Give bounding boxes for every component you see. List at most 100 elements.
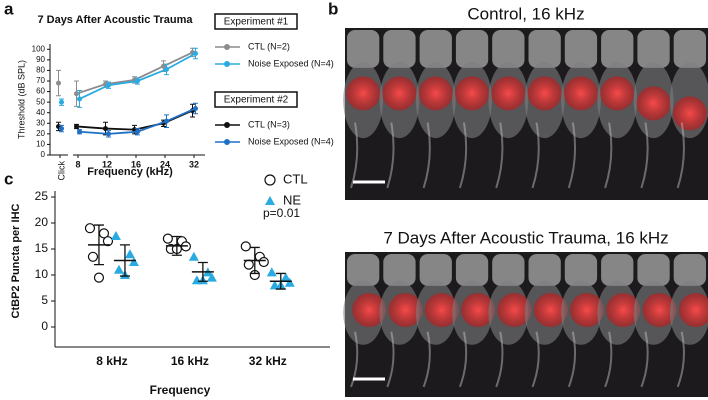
- point: [164, 66, 169, 72]
- image-title: Control, 16 kHz: [467, 4, 584, 23]
- cell-top: [419, 254, 452, 286]
- cell-top: [564, 30, 598, 68]
- micrographs: [343, 28, 708, 397]
- point: [106, 131, 111, 137]
- point: [77, 96, 82, 102]
- point: [102, 236, 114, 247]
- legend-marker: [224, 44, 230, 50]
- fibers: [604, 331, 613, 388]
- point: [258, 256, 269, 268]
- point: [135, 129, 140, 135]
- point: [74, 91, 79, 97]
- cell-top: [673, 254, 706, 286]
- nucleus: [600, 76, 635, 111]
- point: [161, 63, 166, 69]
- fibers: [422, 122, 431, 189]
- y-tick-label: 100: [32, 44, 46, 53]
- fibers: [350, 122, 359, 189]
- x-tick-label: 32 kHz: [249, 354, 287, 368]
- y-tick-label: 30: [36, 118, 45, 127]
- point: [188, 251, 199, 261]
- nucleus: [636, 86, 671, 121]
- cell-top: [637, 254, 670, 286]
- x-tick-label: 24: [160, 159, 170, 169]
- legend-marker: [264, 174, 276, 186]
- fibers: [422, 331, 431, 388]
- cell-top: [601, 30, 634, 68]
- y-axis-label: Threshold (dB SPL): [16, 60, 26, 139]
- panel-label: c: [4, 169, 13, 188]
- cell-top: [347, 30, 380, 68]
- nucleus: [678, 293, 708, 327]
- y-tick-label: 60: [36, 87, 45, 96]
- point: [162, 233, 173, 244]
- nucleus: [606, 293, 641, 327]
- y-tick-label: 10: [35, 267, 49, 281]
- fibers: [386, 331, 395, 388]
- cell-top: [528, 254, 561, 286]
- legend-label: CTL: [283, 171, 308, 186]
- point: [56, 80, 61, 86]
- cell-top: [383, 254, 416, 286]
- point: [193, 105, 198, 111]
- legend-marker: [265, 196, 275, 205]
- point: [74, 123, 79, 129]
- cell-top: [419, 30, 452, 68]
- fibers: [458, 331, 468, 388]
- y-tick-label: 10: [36, 140, 45, 149]
- series-line: [79, 52, 196, 100]
- point: [106, 82, 111, 88]
- x-tick-label: 32: [189, 159, 199, 169]
- legend-label: CTL (N=3): [248, 119, 290, 129]
- y-tick-label: 40: [36, 108, 45, 117]
- legend-marker: [224, 139, 230, 145]
- x-tick-label: 16 kHz: [171, 354, 209, 368]
- fibers: [386, 122, 395, 189]
- cell-top: [637, 30, 670, 68]
- legend-label: CTL (N=2): [248, 41, 290, 51]
- nucleus: [569, 293, 604, 327]
- point: [84, 223, 96, 234]
- nucleus: [382, 76, 417, 111]
- nucleus: [346, 76, 381, 111]
- point: [124, 249, 135, 259]
- cell-top: [347, 254, 380, 286]
- chart-title: 7 Days After Acoustic Trauma: [37, 14, 193, 26]
- legend-marker: [224, 122, 230, 128]
- point: [103, 126, 108, 132]
- cell-top: [601, 254, 634, 286]
- point: [193, 51, 198, 57]
- legend-box: [214, 91, 298, 108]
- point: [266, 267, 277, 277]
- nucleus: [352, 293, 387, 327]
- cell-top: [492, 30, 525, 68]
- point: [87, 251, 99, 262]
- point: [284, 277, 295, 287]
- nucleus: [497, 293, 532, 327]
- legend-label: NE: [283, 192, 301, 207]
- y-tick-label: 5: [41, 293, 48, 307]
- point: [243, 259, 254, 270]
- legend-marker: [224, 61, 230, 67]
- fibers: [567, 122, 577, 189]
- cell-top: [492, 254, 525, 286]
- cell-top: [455, 254, 489, 286]
- fibers: [495, 122, 504, 189]
- x-tick-label: Click: [56, 161, 66, 181]
- cell-top: [528, 30, 561, 68]
- cell-top: [383, 30, 416, 68]
- panel-label: a: [4, 0, 14, 18]
- nucleus: [491, 76, 526, 111]
- point: [128, 257, 139, 266]
- x-tick-label: 8: [75, 159, 80, 169]
- fibers: [531, 331, 540, 388]
- legend-box: [214, 13, 298, 30]
- point: [164, 118, 169, 124]
- nucleus: [388, 293, 423, 327]
- fibers: [531, 122, 540, 189]
- nucleus: [461, 293, 496, 327]
- y-tick-label: 70: [36, 76, 45, 85]
- y-tick-label: 0: [41, 150, 46, 159]
- fibers: [350, 331, 359, 388]
- point: [280, 272, 291, 282]
